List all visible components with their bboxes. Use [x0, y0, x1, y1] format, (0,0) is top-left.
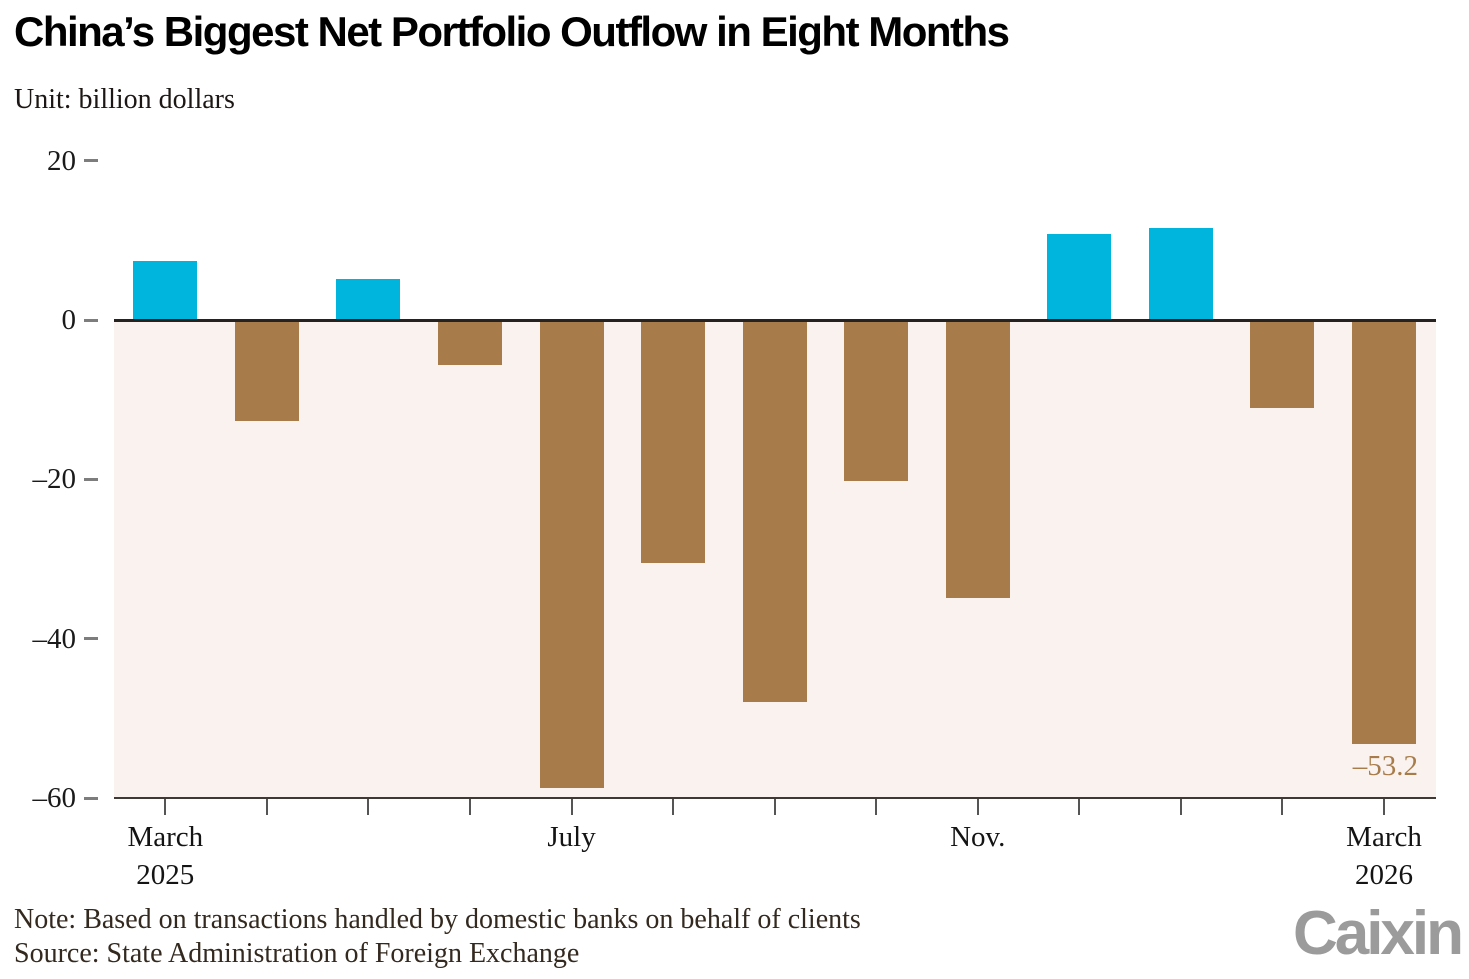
x-axis-tick-mark [773, 799, 776, 815]
x-axis-tick-mark [1078, 799, 1081, 815]
unit-label: Unit: billion dollars [14, 84, 235, 115]
bar-february-2026 [1250, 321, 1315, 408]
bar-october-2025 [844, 321, 909, 481]
y-axis-tick-mark [84, 159, 98, 163]
y-axis-tick-label: –60 [32, 782, 77, 814]
bar-september-2025 [742, 321, 807, 703]
y-axis-tick-mark [84, 796, 98, 800]
bar-value-label: –53.2 [1352, 749, 1419, 782]
x-axis-tick-mark [1179, 799, 1182, 815]
y-axis-tick-label: 20 [47, 144, 76, 177]
x-axis-tick-label: March 2025 [80, 818, 250, 894]
y-axis-tick-mark [84, 318, 98, 322]
chart-title: China’s Biggest Net Portfolio Outflow in… [14, 8, 1010, 55]
bottom-axis-line [114, 797, 1436, 799]
x-axis-tick-label-line: July [547, 821, 596, 853]
x-axis-tick-label-line: Nov. [950, 821, 1006, 853]
bar-december-2025 [1047, 233, 1112, 319]
x-axis-tick-mark [1383, 799, 1386, 815]
x-axis-tick-label: March 2026 [1299, 818, 1469, 894]
x-axis-tick-label-line: 2025 [136, 859, 195, 891]
x-axis-tick-mark [570, 799, 573, 815]
bar-june-2025 [437, 321, 502, 366]
x-axis-tick-mark [367, 799, 370, 815]
bar-april-2025 [234, 321, 299, 422]
source-text: Source: State Administration of Foreign … [14, 938, 580, 969]
x-axis-tick-mark [468, 799, 471, 815]
bar-march-2026 [1352, 321, 1417, 744]
bar-may-2025 [336, 278, 401, 319]
x-axis-tick-mark [1281, 799, 1284, 815]
x-axis-tick-mark [672, 799, 675, 815]
x-axis-tick-mark [164, 799, 167, 815]
x-axis-tick-label-line: March [1346, 821, 1422, 853]
y-axis-tick-label: 0 [61, 304, 77, 336]
x-axis-tick-label: July [487, 818, 657, 856]
note-text: Note: Based on transactions handled by d… [14, 904, 861, 935]
bar-january-2026 [1148, 228, 1213, 319]
x-axis-tick-mark [875, 799, 878, 815]
y-axis-tick-label: –40 [32, 622, 77, 655]
x-axis-tick-mark [265, 799, 268, 815]
zero-axis-line [114, 318, 1436, 322]
y-axis-tick-label: –20 [32, 463, 77, 496]
bar-november-2025 [945, 321, 1010, 599]
y-axis-tick-mark [84, 637, 98, 641]
bar-march-2025 [133, 261, 198, 319]
x-axis-tick-label-line: 2026 [1355, 859, 1414, 891]
x-axis-tick-label: Nov. [893, 818, 1063, 856]
bar-july-2025 [539, 321, 604, 789]
x-axis-tick-label-line: March [127, 821, 204, 853]
x-axis-tick-mark [976, 799, 979, 815]
caixin-logo: Caixin [1292, 899, 1464, 968]
y-axis-tick-mark [84, 477, 98, 481]
bar-august-2025 [641, 321, 706, 563]
